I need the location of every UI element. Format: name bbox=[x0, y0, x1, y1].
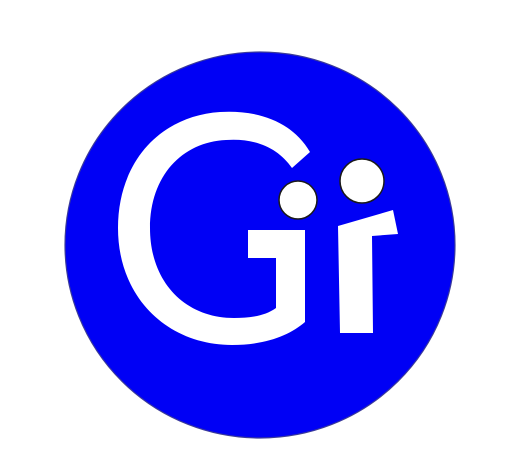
logo-dot-right bbox=[339, 158, 385, 204]
logo-letter-g bbox=[118, 111, 310, 345]
logo-letter-i-stem bbox=[338, 210, 398, 333]
logo-dot-left bbox=[278, 180, 318, 220]
